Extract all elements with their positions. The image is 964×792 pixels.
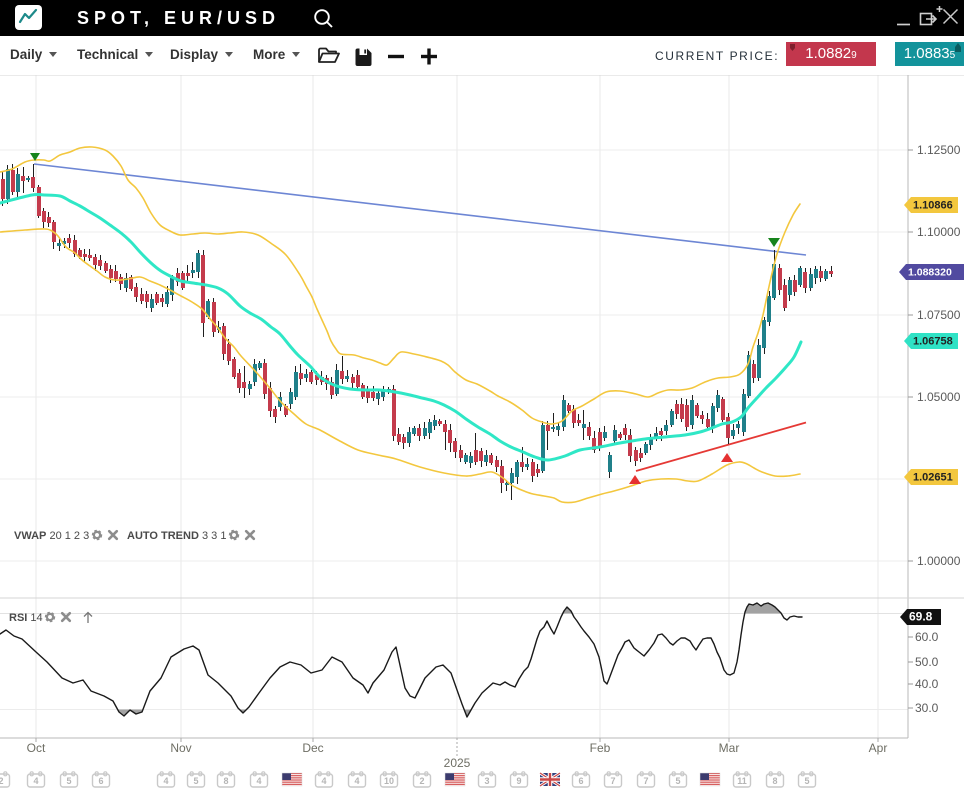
svg-text:Oct: Oct <box>27 741 46 755</box>
svg-text:AUTO TREND 3 3 1: AUTO TREND 3 3 1 <box>127 530 226 542</box>
svg-text:8: 8 <box>223 776 228 786</box>
svg-text:69.8: 69.8 <box>909 610 933 624</box>
svg-text:1.00000: 1.00000 <box>917 554 961 568</box>
svg-text:2025: 2025 <box>444 756 471 770</box>
svg-text:8: 8 <box>772 776 777 786</box>
svg-text:4: 4 <box>163 776 168 786</box>
svg-text:1.088320: 1.088320 <box>908 267 952 279</box>
svg-text:4: 4 <box>321 776 326 786</box>
svg-text:10: 10 <box>384 776 394 786</box>
svg-text:2: 2 <box>419 776 424 786</box>
svg-text:RSI 14: RSI 14 <box>9 612 43 624</box>
svg-text:60.0: 60.0 <box>915 630 939 644</box>
svg-text:5: 5 <box>66 776 71 786</box>
svg-text:6: 6 <box>98 776 103 786</box>
svg-text:4: 4 <box>256 776 261 786</box>
svg-text:Feb: Feb <box>590 741 611 755</box>
svg-text:6: 6 <box>578 776 583 786</box>
svg-text:Mar: Mar <box>719 741 740 755</box>
svg-text:1.12500: 1.12500 <box>917 143 961 157</box>
svg-text:50.0: 50.0 <box>915 655 939 669</box>
svg-text:40.0: 40.0 <box>915 677 939 691</box>
svg-text:1.06758: 1.06758 <box>913 336 953 348</box>
svg-text:VWAP 20 1 2 3: VWAP 20 1 2 3 <box>14 530 89 542</box>
svg-text:7: 7 <box>643 776 648 786</box>
svg-text:Apr: Apr <box>869 741 888 755</box>
svg-text:4: 4 <box>33 776 38 786</box>
svg-text:2: 2 <box>0 776 4 786</box>
svg-text:30.0: 30.0 <box>915 701 939 715</box>
svg-text:1.07500: 1.07500 <box>917 308 961 322</box>
svg-text:1.10866: 1.10866 <box>913 200 953 212</box>
svg-text:5: 5 <box>675 776 680 786</box>
svg-text:7: 7 <box>610 776 615 786</box>
svg-text:11: 11 <box>737 776 747 786</box>
svg-text:9: 9 <box>516 776 521 786</box>
svg-text:1.05000: 1.05000 <box>917 390 961 404</box>
svg-text:1.02651: 1.02651 <box>913 472 953 484</box>
svg-text:1.10000: 1.10000 <box>917 225 961 239</box>
svg-text:Dec: Dec <box>302 741 323 755</box>
svg-text:5: 5 <box>804 776 809 786</box>
svg-text:4: 4 <box>354 776 359 786</box>
svg-text:3: 3 <box>484 776 489 786</box>
svg-text:5: 5 <box>193 776 198 786</box>
svg-text:Nov: Nov <box>170 741 191 755</box>
